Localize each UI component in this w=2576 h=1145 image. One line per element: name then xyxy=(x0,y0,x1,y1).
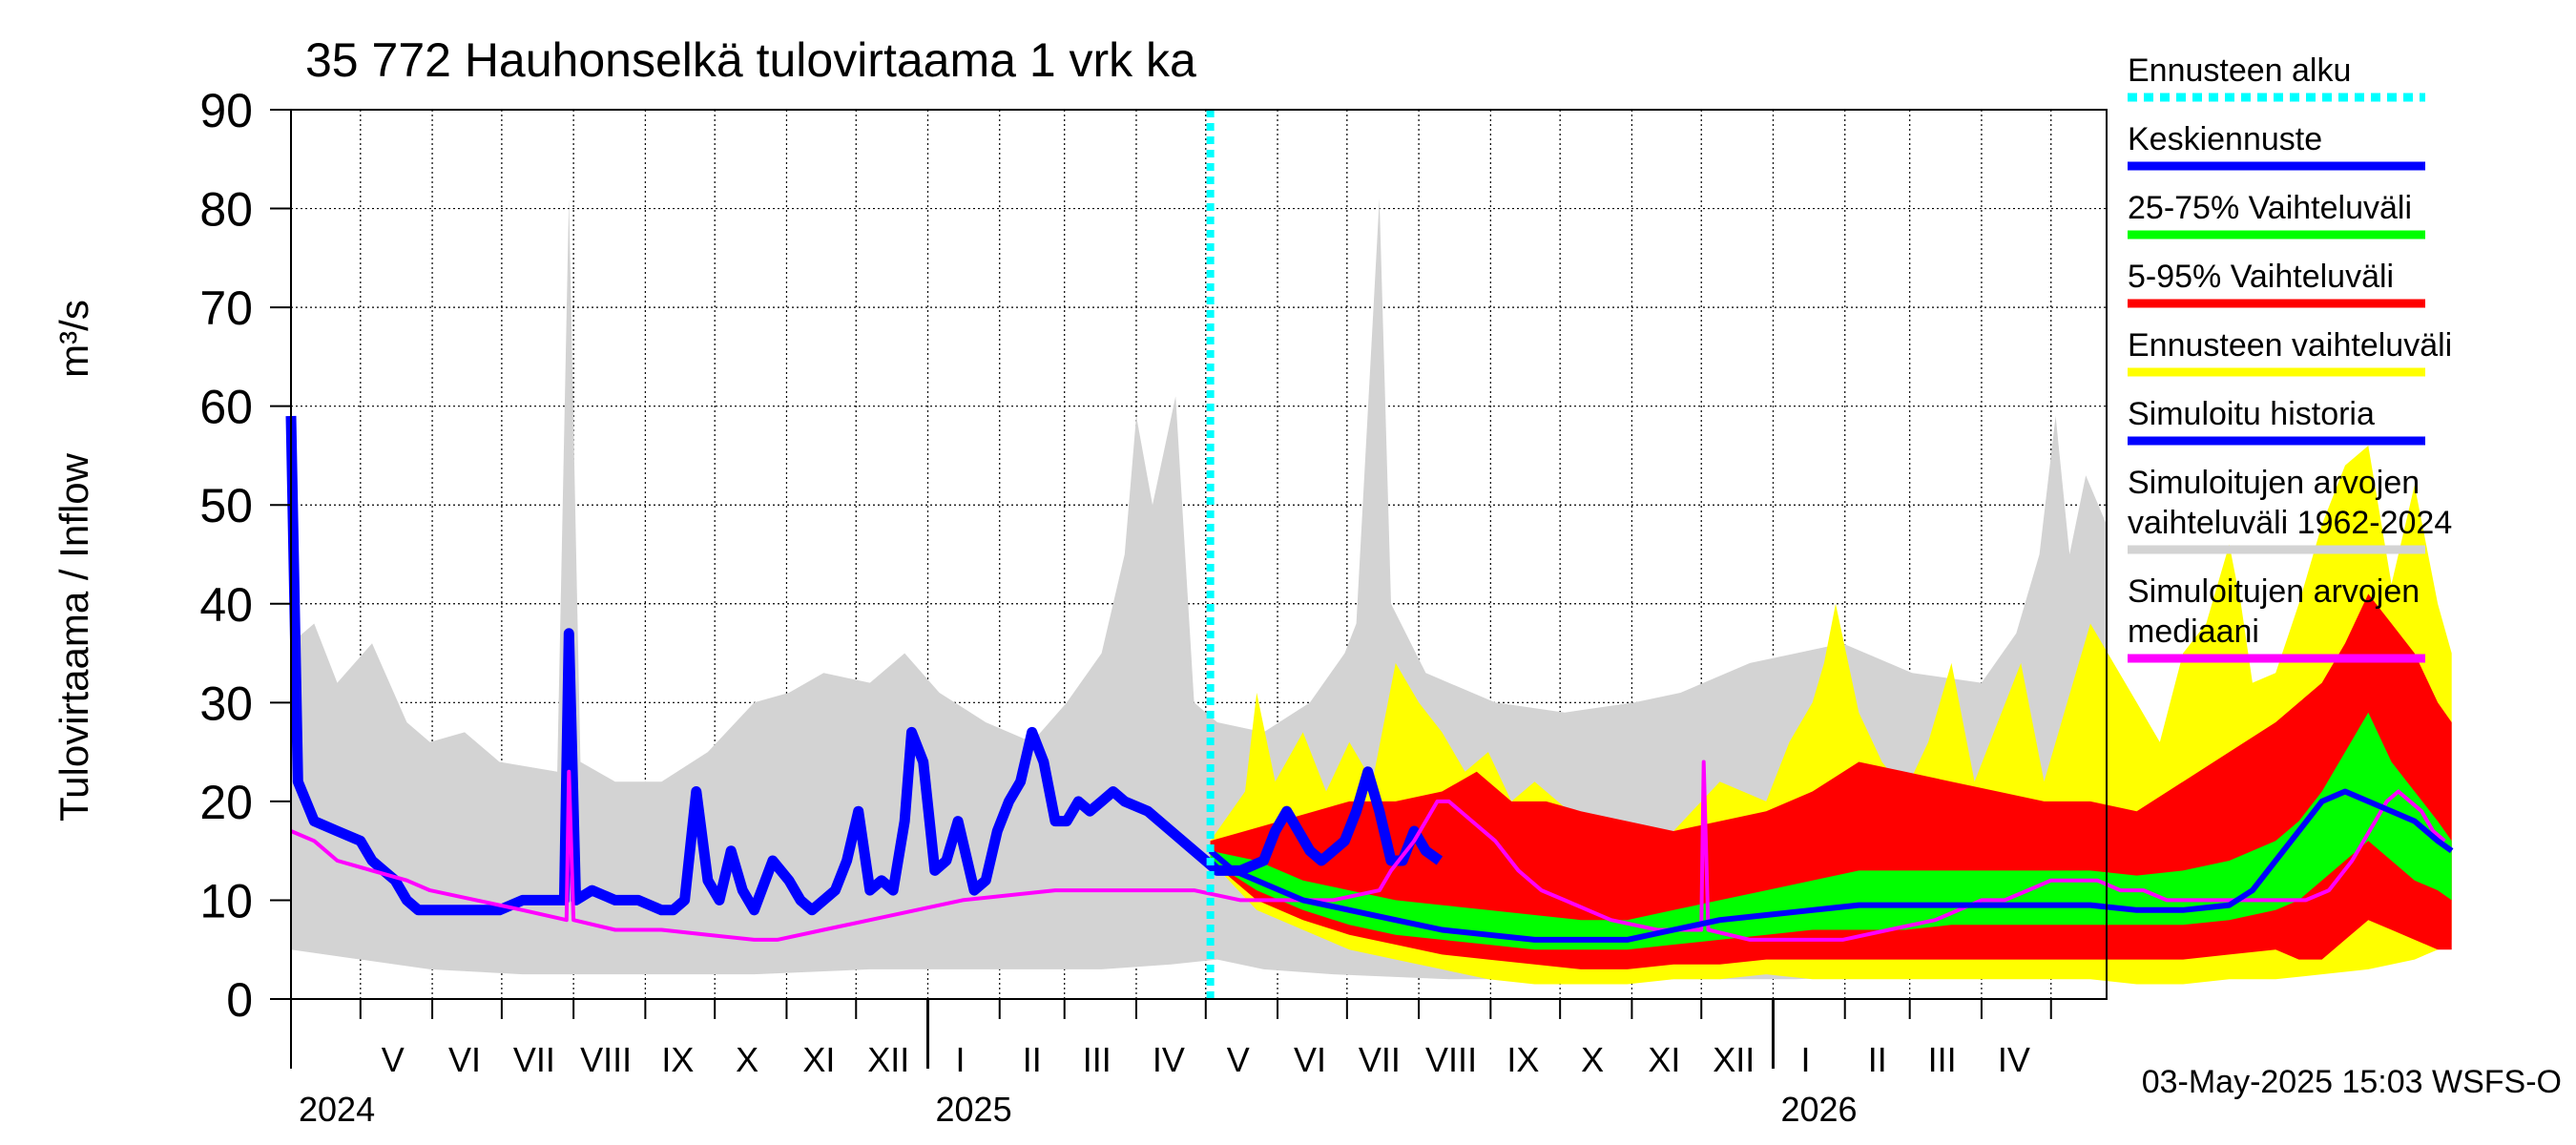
x-labels: V VI VII VIII IX X XI XII I II III IV V VI VII VIII IX X X… xyxy=(299,1040,2030,1129)
legend-label: 25-75% Vaihteluväli xyxy=(2128,190,2412,226)
month-label: X xyxy=(1581,1040,1604,1079)
timestamp-footer: 03-May-2025 15:03 WSFS-O xyxy=(2142,1064,2562,1100)
historical-range-band xyxy=(291,198,2107,980)
data-lines xyxy=(285,110,2454,999)
y-axis-unit-label: m³/s xyxy=(52,300,96,378)
legend-label: Simuloitujen arvojen xyxy=(2128,465,2420,501)
year-label: 2026 xyxy=(1780,1090,1857,1129)
y-axis-label: Tulovirtaama / Inflow xyxy=(52,452,96,822)
y-tick-label: 40 xyxy=(199,578,253,632)
month-label: XI xyxy=(1648,1040,1680,1079)
legend-label: mediaani xyxy=(2128,614,2259,650)
month-label: XII xyxy=(867,1040,909,1079)
legend-label: Simuloitu historia xyxy=(2128,396,2375,432)
month-label: IV xyxy=(1153,1040,1185,1079)
y-tick-label: 50 xyxy=(199,479,253,532)
axes xyxy=(290,109,2108,1069)
legend-label: Keskiennuste xyxy=(2128,121,2322,157)
month-label: II xyxy=(1023,1040,1042,1079)
legend-label: Ennusteen alku xyxy=(2128,52,2351,89)
legend-label: Simuloitujen arvojen xyxy=(2128,573,2420,610)
legend-label: vaihteluväli 1962-2024 xyxy=(2128,505,2452,541)
y-tick-label: 90 xyxy=(199,84,253,137)
plot-frame xyxy=(290,109,2108,1000)
year-label: 2025 xyxy=(936,1090,1012,1129)
month-label: III xyxy=(1083,1040,1111,1079)
month-label: VII xyxy=(1359,1040,1401,1079)
month-label: IV xyxy=(1998,1040,2030,1079)
month-label: X xyxy=(736,1040,758,1079)
month-label: VIII xyxy=(580,1040,632,1079)
month-label: IX xyxy=(1506,1040,1539,1079)
y-tick-label: 70 xyxy=(199,281,253,335)
year-label: 2024 xyxy=(299,1090,375,1129)
month-label: I xyxy=(1800,1040,1810,1079)
month-label: VI xyxy=(1294,1040,1326,1079)
y-tick-label: 60 xyxy=(199,381,253,434)
legend: Ennusteen alku Keskiennuste 25-75% Vaihtel… xyxy=(2128,52,2452,663)
month-label: VIII xyxy=(1425,1040,1477,1079)
y-tick-label: 10 xyxy=(199,874,253,927)
month-label: VII xyxy=(513,1040,555,1079)
month-label: VI xyxy=(448,1040,481,1079)
legend-label: Ennusteen vaihteluväli xyxy=(2128,327,2452,364)
forecast-median-line xyxy=(1208,788,2454,943)
month-label: V xyxy=(1227,1040,1250,1079)
month-label: IX xyxy=(661,1040,694,1079)
month-label: V xyxy=(382,1040,405,1079)
month-label: I xyxy=(955,1040,965,1079)
month-label: XI xyxy=(802,1040,835,1079)
month-label: II xyxy=(1868,1040,1887,1079)
month-label: III xyxy=(1928,1040,1957,1079)
y-tick-label: 80 xyxy=(199,183,253,237)
y-tick-label: 20 xyxy=(199,776,253,829)
month-label: XII xyxy=(1713,1040,1755,1079)
chart-title: 35 772 Hauhonselkä tulovirtaama 1 vrk ka xyxy=(305,33,1196,87)
historical-median-line xyxy=(290,760,2446,942)
y-ticks: 0 10 20 30 40 50 60 70 80 90 xyxy=(199,84,291,1027)
y-tick-label: 0 xyxy=(226,973,253,1027)
y-tick-label: 30 xyxy=(199,677,253,730)
legend-label: 5-95% Vaihteluväli xyxy=(2128,259,2394,295)
